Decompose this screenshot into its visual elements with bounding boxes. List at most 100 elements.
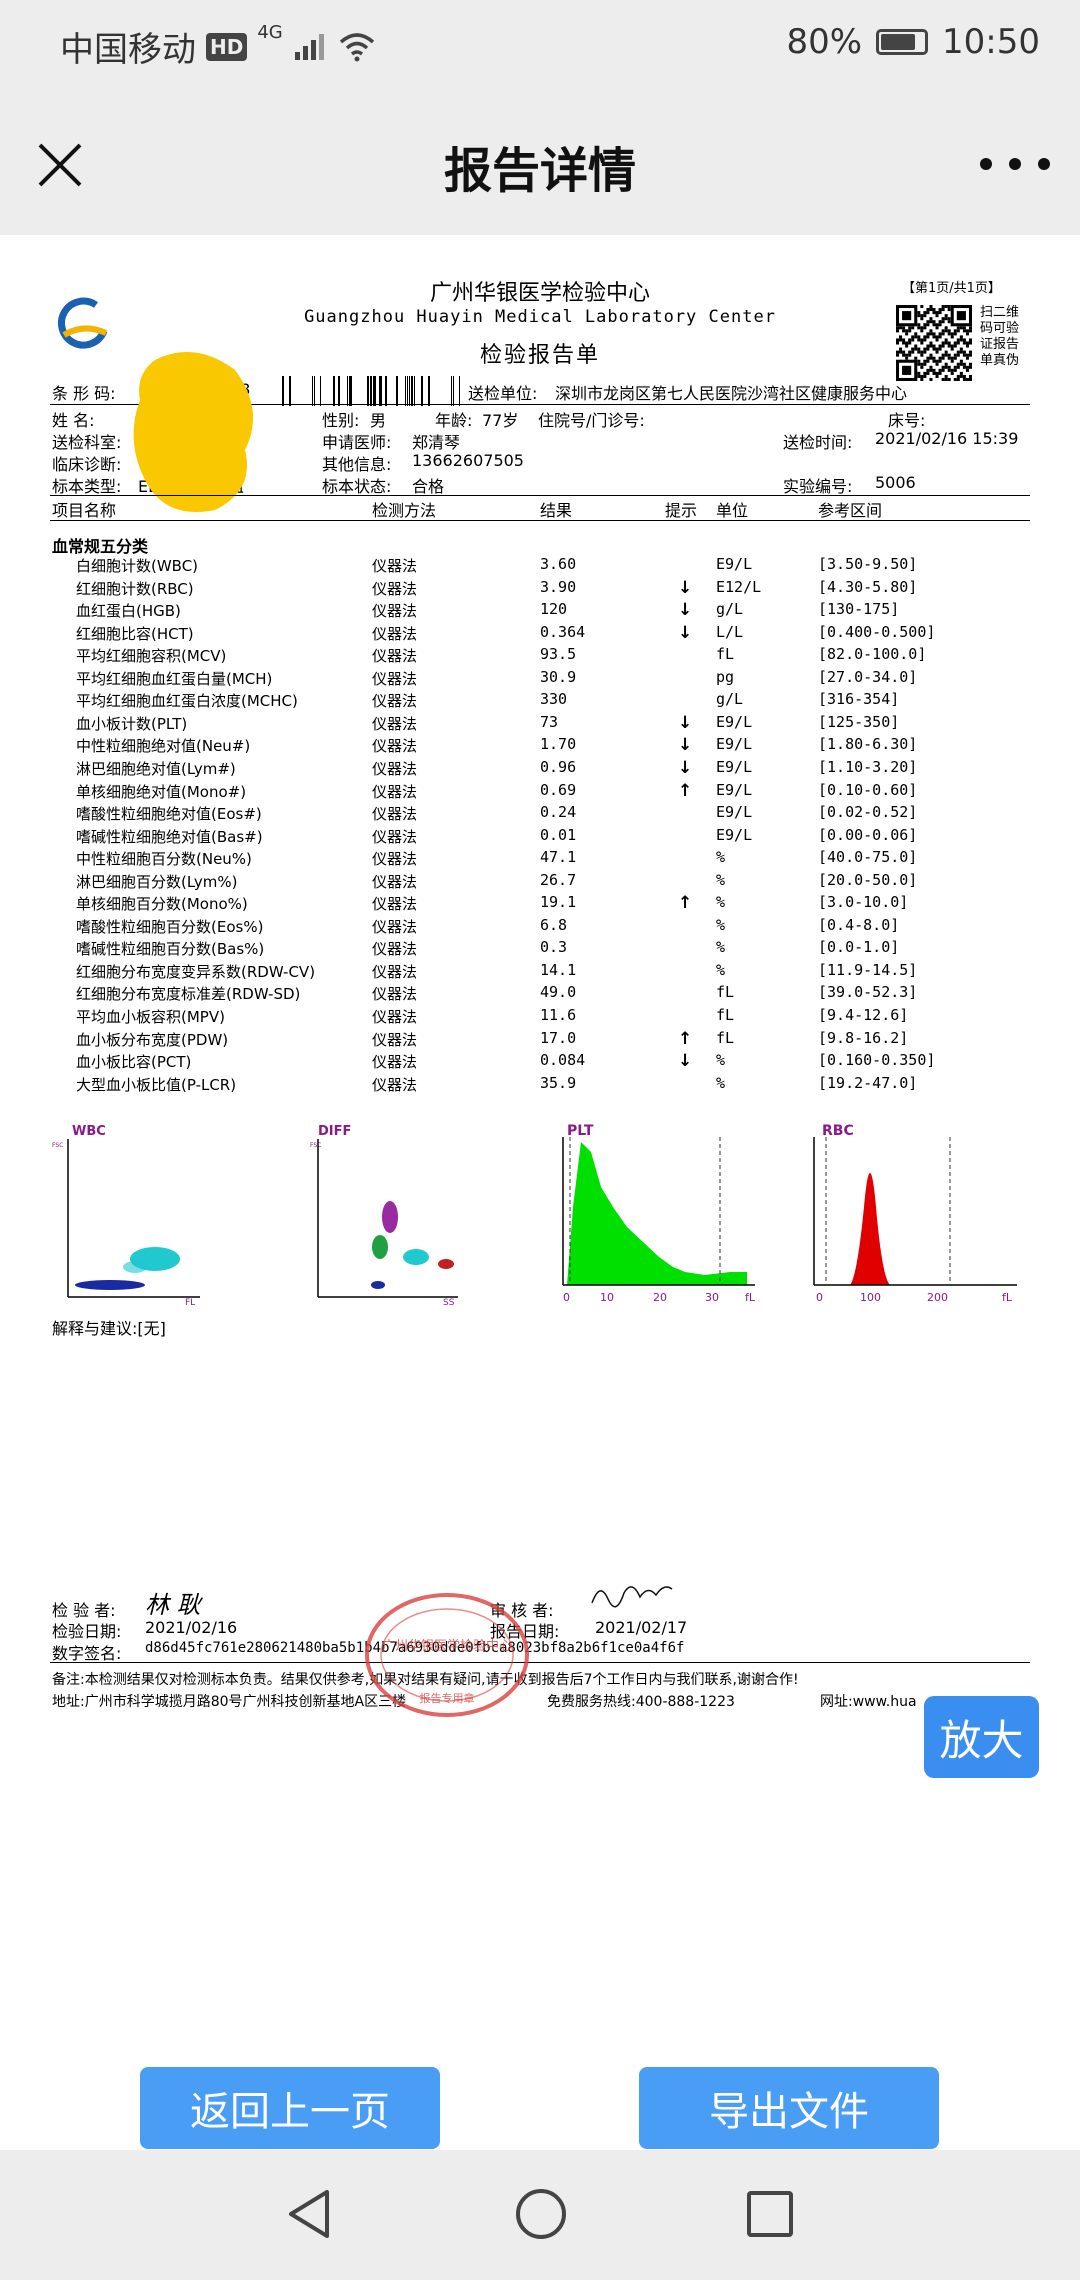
- test-name: 红细胞比容(HCT): [76, 624, 194, 643]
- test-result: 1.70: [540, 735, 577, 754]
- test-unit: E9/L: [716, 712, 753, 731]
- flag-arrow: ↓: [678, 757, 693, 778]
- barcode: [282, 376, 460, 406]
- test-method: 仪器法: [372, 917, 418, 936]
- more-icon[interactable]: [980, 149, 1050, 179]
- reference-range: [82.0-100.0]: [818, 645, 927, 664]
- zoom-button[interactable]: 放大: [924, 1696, 1039, 1778]
- top-nav-bar: 报告详情: [0, 95, 1080, 235]
- nav-back-icon[interactable]: [285, 2186, 335, 2242]
- table-row: 淋巴细胞百分数(Lym%) 仪器法 26.7% [20.0-50.0]: [50, 871, 1030, 893]
- page-indicator: 【第1页/共1页】: [902, 281, 1001, 296]
- test-name: 红细胞分布宽度标准差(RDW-SD): [76, 985, 301, 1004]
- test-date: 2021/02/16: [145, 1618, 238, 1637]
- flag-arrow: ↓: [678, 622, 693, 643]
- export-button[interactable]: 导出文件: [639, 2067, 939, 2149]
- test-method: 仪器法: [372, 940, 418, 959]
- test-method: 仪器法: [372, 624, 418, 643]
- test-method: 仪器法: [372, 872, 418, 891]
- reference-range: [0.160-0.350]: [818, 1051, 936, 1070]
- lab-name-cn: 广州华银医学检验中心: [429, 281, 650, 306]
- test-unit: E9/L: [716, 735, 753, 754]
- test-unit: g/L: [716, 600, 744, 619]
- wbc-y-label: FSC: [52, 1142, 63, 1149]
- inpatient-label: 住院号/门诊号:: [538, 411, 645, 430]
- diff-graph-title: DIFF: [318, 1124, 351, 1139]
- table-row: 红细胞分布宽度标准差(RDW-SD) 仪器法 49.0 fL [39.0-52.3]: [50, 983, 1030, 1005]
- redaction-blot: [133, 352, 253, 512]
- clock: 10:50: [942, 22, 1040, 62]
- close-icon[interactable]: [30, 135, 90, 195]
- test-result: 0.96: [540, 757, 577, 776]
- table-row: 单核细胞绝对值(Mono#) 仪器法 0.69 ↑ E9/L [0.10-0.60]: [50, 781, 1030, 803]
- wbc-graph-title: WBC: [72, 1124, 106, 1139]
- page-title: 报告详情: [443, 143, 636, 199]
- stamp-text: 广州华银医学检验中心: [382, 1638, 512, 1654]
- plt-tick-fl: fL: [745, 1291, 756, 1304]
- hd-badge: HD: [206, 32, 248, 61]
- doctor-label: 申请医师:: [322, 433, 392, 452]
- test-result: 0.3: [540, 938, 568, 957]
- reference-range: [40.0-75.0]: [818, 848, 918, 867]
- qr-code[interactable]: [896, 305, 972, 381]
- test-name: 血红蛋白(HGB): [76, 602, 181, 621]
- report-viewer[interactable]: 广州华银医学检验中心 Guangzhou Huayin Medical Labo…: [0, 235, 1080, 2150]
- doctor-value: 郑清琴: [412, 433, 461, 452]
- digital-signature: d86d45fc761e280621480ba5b1b4b7a6930dde0f…: [145, 1640, 685, 1656]
- sample-type-label: 标本类型:: [52, 477, 122, 496]
- nav-recents-icon[interactable]: [745, 2186, 795, 2242]
- test-unit: pg: [716, 667, 735, 686]
- gender-value: 男: [370, 411, 387, 430]
- rbc-tick-200: 200: [927, 1291, 948, 1304]
- test-unit: E9/L: [716, 780, 753, 799]
- test-name: 中性粒细胞绝对值(Neu#): [76, 737, 251, 756]
- table-row: 淋巴细胞绝对值(Lym#) 仪器法 0.96 ↓ E9/L [1.10-3.20]: [50, 758, 1030, 780]
- rbc-histogram: RBC 0 100 200 fL: [812, 1117, 1024, 1307]
- rbc-tick-fl: fL: [1002, 1291, 1013, 1304]
- test-name: 平均血小板容积(MPV): [76, 1008, 225, 1026]
- test-unit: E12/L: [716, 577, 762, 596]
- table-row: 平均红细胞血红蛋白浓度(MCHC) 仪器法 330 g/L [316-354]: [50, 690, 1030, 712]
- test-unit: fL: [716, 645, 735, 664]
- reference-range: [20.0-50.0]: [818, 870, 918, 889]
- reference-range: [3.0-10.0]: [818, 893, 909, 912]
- reference-range: [0.10-0.60]: [818, 780, 918, 799]
- exp-no-label: 实验编号:: [783, 477, 853, 496]
- plt-tick-10: 10: [600, 1291, 614, 1304]
- network-type: 4G: [257, 22, 283, 43]
- status-right: 80% 10:50: [786, 22, 1040, 62]
- nav-home-icon[interactable]: [513, 2186, 569, 2242]
- bed-label: 床号:: [888, 411, 926, 430]
- test-date-label: 检验日期:: [52, 1622, 122, 1641]
- lab-address: 地址:广州市科学城揽月路80号广州科技创新基地A区三楼: [52, 1694, 407, 1710]
- table-row: 嗜碱性粒细胞百分数(Bas%) 仪器法 0.3% [0.0-1.0]: [50, 938, 1030, 960]
- test-result: 49.0: [540, 983, 577, 1002]
- age-label: 年龄:: [435, 411, 473, 430]
- reference-range: [0.0-1.0]: [818, 938, 900, 957]
- test-name: 嗜酸性粒细胞百分数(Eos%): [76, 917, 264, 936]
- test-name: 红细胞分布宽度变异系数(RDW-CV): [76, 962, 316, 981]
- table-row: 嗜酸性粒细胞绝对值(Eos#) 仪器法 0.24 E9/L [0.02-0.52]: [50, 803, 1030, 825]
- reference-range: [130-175]: [818, 600, 900, 619]
- age-value: 77岁: [482, 411, 519, 430]
- table-row: 中性粒细胞百分数(Neu%) 仪器法 47.1% [40.0-75.0]: [50, 848, 1030, 870]
- test-name: 单核细胞绝对值(Mono#): [76, 782, 247, 801]
- test-result: 0.364: [540, 622, 586, 641]
- test-unit: %: [716, 1051, 726, 1070]
- back-button[interactable]: 返回上一页: [140, 2067, 440, 2149]
- table-row: 白细胞计数(WBC) 仪器法 3.60 E9/L [3.50-9.50]: [50, 555, 1030, 577]
- test-name: 平均红细胞血红蛋白量(MCH): [76, 669, 273, 688]
- plt-tick-30: 30: [705, 1291, 719, 1304]
- test-method: 仪器法: [372, 579, 418, 598]
- test-method: 仪器法: [372, 1008, 418, 1026]
- test-name: 中性粒细胞百分数(Neu%): [76, 850, 252, 869]
- diagnosis-label: 临床诊断:: [52, 455, 122, 474]
- reference-range: [19.2-47.0]: [818, 1073, 918, 1092]
- test-unit: E9/L: [716, 803, 753, 822]
- test-unit: E9/L: [716, 555, 753, 573]
- tester-signature: 林 耿: [145, 1591, 201, 1619]
- test-name: 大型血小板比值(P-LCR): [76, 1075, 237, 1094]
- rbc-tick-100: 100: [860, 1291, 881, 1304]
- test-name: 嗜碱性粒细胞绝对值(Bas#): [76, 827, 263, 846]
- test-method: 仪器法: [372, 1053, 418, 1072]
